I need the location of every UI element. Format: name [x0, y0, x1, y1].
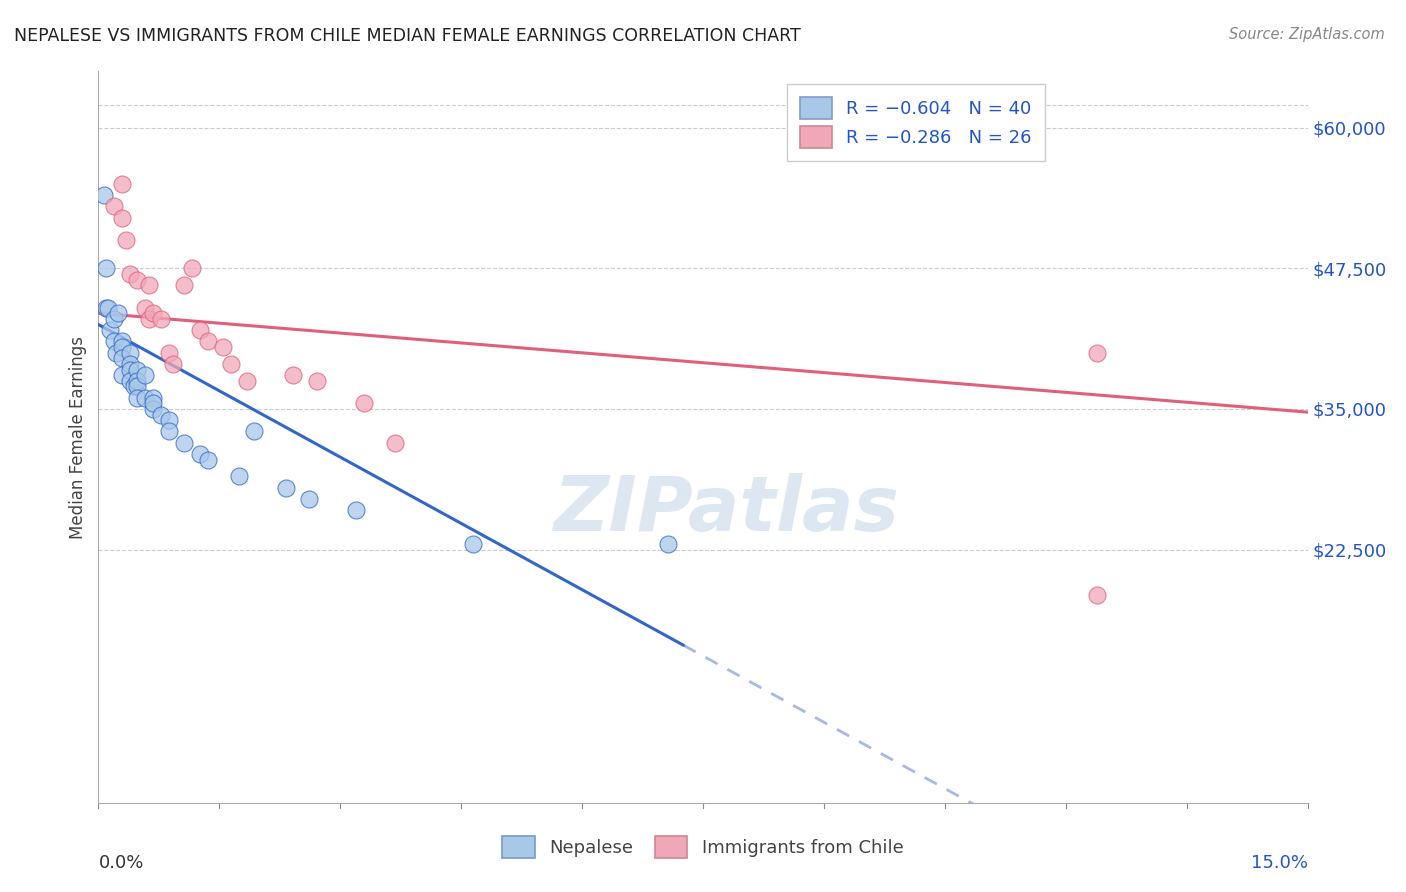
Text: ZIPatlas: ZIPatlas: [554, 474, 900, 547]
Point: [93, 188, 115, 202]
Point: [1085, 345, 1108, 359]
Point: [197, 334, 219, 349]
Point: [461, 537, 484, 551]
Point: [138, 312, 160, 326]
Point: [111, 211, 134, 225]
Text: NEPALESE VS IMMIGRANTS FROM CHILE MEDIAN FEMALE EARNINGS CORRELATION CHART: NEPALESE VS IMMIGRANTS FROM CHILE MEDIAN…: [14, 27, 801, 45]
Point: [243, 425, 266, 439]
Point: [173, 435, 195, 450]
Point: [127, 391, 149, 405]
Point: [104, 345, 127, 359]
Point: [188, 447, 211, 461]
Point: [657, 537, 679, 551]
Point: [111, 368, 134, 383]
Point: [134, 301, 156, 315]
Point: [111, 340, 134, 354]
Point: [118, 374, 141, 388]
Point: [157, 425, 180, 439]
Point: [96, 261, 118, 276]
Point: [111, 351, 134, 366]
Point: [118, 362, 141, 376]
Point: [142, 401, 165, 416]
Point: [142, 306, 165, 320]
Point: [157, 413, 180, 427]
Point: [228, 469, 250, 483]
Point: [134, 368, 156, 383]
Point: [212, 340, 235, 354]
Point: [138, 278, 160, 293]
Point: [283, 368, 305, 383]
Point: [134, 391, 156, 405]
Point: [384, 435, 406, 450]
Point: [114, 233, 136, 247]
Point: [149, 408, 172, 422]
Point: [219, 357, 242, 371]
Point: [235, 374, 257, 388]
Point: [142, 396, 165, 410]
Point: [118, 267, 141, 281]
Point: [157, 345, 180, 359]
Point: [127, 374, 149, 388]
Point: [118, 357, 141, 371]
Point: [1085, 588, 1108, 602]
Point: [96, 301, 118, 315]
Point: [98, 323, 121, 337]
Point: [142, 391, 165, 405]
Point: [127, 379, 149, 393]
Point: [111, 177, 134, 191]
Text: 0.0%: 0.0%: [98, 854, 143, 872]
Point: [344, 503, 367, 517]
Point: [118, 345, 141, 359]
Point: [188, 323, 211, 337]
Point: [181, 261, 204, 276]
Point: [162, 357, 184, 371]
Point: [197, 452, 219, 467]
Point: [149, 312, 172, 326]
Point: [274, 481, 297, 495]
Point: [353, 396, 375, 410]
Point: [103, 312, 125, 326]
Text: Source: ZipAtlas.com: Source: ZipAtlas.com: [1229, 27, 1385, 42]
Point: [122, 379, 145, 393]
Legend: Nepalese, Immigrants from Chile: Nepalese, Immigrants from Chile: [494, 827, 912, 867]
Point: [298, 491, 321, 506]
Point: [97, 301, 120, 315]
Y-axis label: Median Female Earnings: Median Female Earnings: [69, 335, 87, 539]
Text: 15.0%: 15.0%: [1250, 854, 1308, 872]
Point: [111, 334, 134, 349]
Point: [103, 199, 125, 213]
Point: [127, 362, 149, 376]
Point: [127, 272, 149, 286]
Point: [107, 306, 129, 320]
Point: [103, 334, 125, 349]
Point: [305, 374, 328, 388]
Point: [173, 278, 195, 293]
